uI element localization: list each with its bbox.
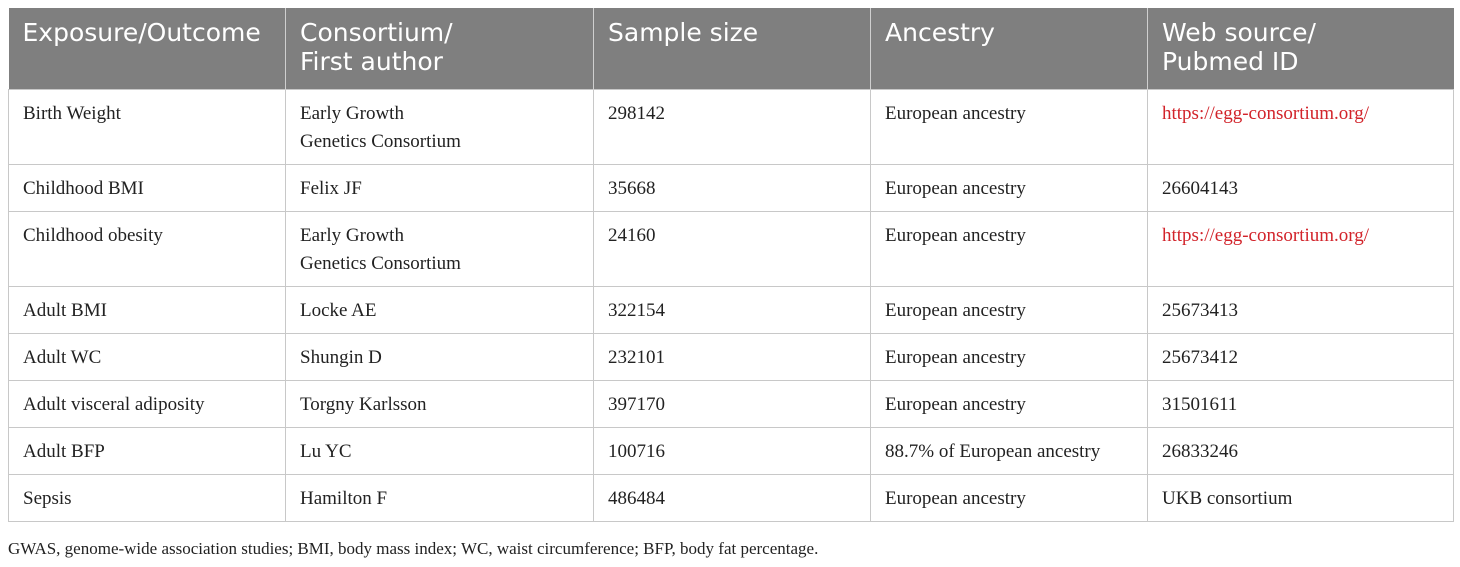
table-cell: 232101 bbox=[593, 333, 871, 381]
table-cell: European ancestry bbox=[870, 474, 1148, 522]
table-cell: Felix JF bbox=[285, 164, 594, 212]
table-cell: 25673412 bbox=[1147, 333, 1454, 381]
table-cell: Hamilton F bbox=[285, 474, 594, 522]
table-cell: Early Growth Genetics Consortium bbox=[285, 211, 594, 287]
table-cell: 88.7% of European ancestry bbox=[870, 427, 1148, 475]
table-cell: 100716 bbox=[593, 427, 871, 475]
table-row: Childhood BMI Felix JF 35668 European ances… bbox=[8, 164, 1454, 212]
table-row: Adult WC Shungin D 232101 European ancestry… bbox=[8, 333, 1454, 381]
header-row: Exposure/Outcome Consortium/First author S… bbox=[8, 8, 1454, 90]
table-row: Birth Weight Early Growth Genetics Consort… bbox=[8, 89, 1454, 165]
table-cell: 397170 bbox=[593, 380, 871, 428]
table-cell: Adult BMI bbox=[8, 286, 286, 334]
table-cell: European ancestry bbox=[870, 333, 1148, 381]
table-cell: Adult BFP bbox=[8, 427, 286, 475]
table-cell: Torgny Karlsson bbox=[285, 380, 594, 428]
table-cell: 486484 bbox=[593, 474, 871, 522]
table-cell: Birth Weight bbox=[8, 89, 286, 165]
table-cell: Sepsis bbox=[8, 474, 286, 522]
table-row: Sepsis Hamilton F 486484 European ancestry U… bbox=[8, 474, 1454, 522]
table-cell: Childhood BMI bbox=[8, 164, 286, 212]
table-cell: Shungin D bbox=[285, 333, 594, 381]
table-cell: European ancestry bbox=[870, 211, 1148, 287]
table-cell: 26604143 bbox=[1147, 164, 1454, 212]
table-cell: Childhood obesity bbox=[8, 211, 286, 287]
table-cell: UKB consortium bbox=[1147, 474, 1454, 522]
table-cell: 24160 bbox=[593, 211, 871, 287]
table-cell: European ancestry bbox=[870, 89, 1148, 165]
table-row: Adult BMI Locke AE 322154 European ancestry… bbox=[8, 286, 1454, 334]
table-row: Adult BFP Lu YC 100716 88.7% of European an… bbox=[8, 427, 1454, 475]
data-table-container: Exposure/Outcome Consortium/First author S… bbox=[8, 8, 1454, 522]
column-header-ancestry: Ancestry bbox=[870, 8, 1148, 90]
table-cell: 35668 bbox=[593, 164, 871, 212]
web-source-link[interactable]: https://egg-consortium.org/ bbox=[1147, 211, 1454, 287]
table-cell: Adult visceral adiposity bbox=[8, 380, 286, 428]
gwas-data-table: Exposure/Outcome Consortium/First author S… bbox=[8, 8, 1454, 522]
column-header-web-source-pubmed-id: Web source/Pubmed ID bbox=[1147, 8, 1454, 90]
table-row: Childhood obesity Early Growth Genetics Co… bbox=[8, 211, 1454, 287]
table-cell: Locke AE bbox=[285, 286, 594, 334]
table-cell: Adult WC bbox=[8, 333, 286, 381]
table-cell: 298142 bbox=[593, 89, 871, 165]
table-cell: European ancestry bbox=[870, 164, 1148, 212]
table-cell: 26833246 bbox=[1147, 427, 1454, 475]
table-row: Adult visceral adiposity Torgny Karlsson 3… bbox=[8, 380, 1454, 428]
table-cell: 322154 bbox=[593, 286, 871, 334]
table-footnote: GWAS, genome-wide association studies; B… bbox=[8, 539, 819, 558]
column-header-exposure-outcome: Exposure/Outcome bbox=[8, 8, 286, 90]
web-source-link[interactable]: https://egg-consortium.org/ bbox=[1147, 89, 1454, 165]
table-cell: 31501611 bbox=[1147, 380, 1454, 428]
table-cell: European ancestry bbox=[870, 286, 1148, 334]
table-cell: 25673413 bbox=[1147, 286, 1454, 334]
column-header-sample-size: Sample size bbox=[593, 8, 871, 90]
table-cell: Early Growth Genetics Consortium bbox=[285, 89, 594, 165]
column-header-consortium-first-author: Consortium/First author bbox=[285, 8, 594, 90]
table-cell: Lu YC bbox=[285, 427, 594, 475]
table-header: Exposure/Outcome Consortium/First author S… bbox=[8, 8, 1454, 90]
table-body: Birth Weight Early Growth Genetics Consort… bbox=[8, 89, 1454, 522]
table-cell: European ancestry bbox=[870, 380, 1148, 428]
